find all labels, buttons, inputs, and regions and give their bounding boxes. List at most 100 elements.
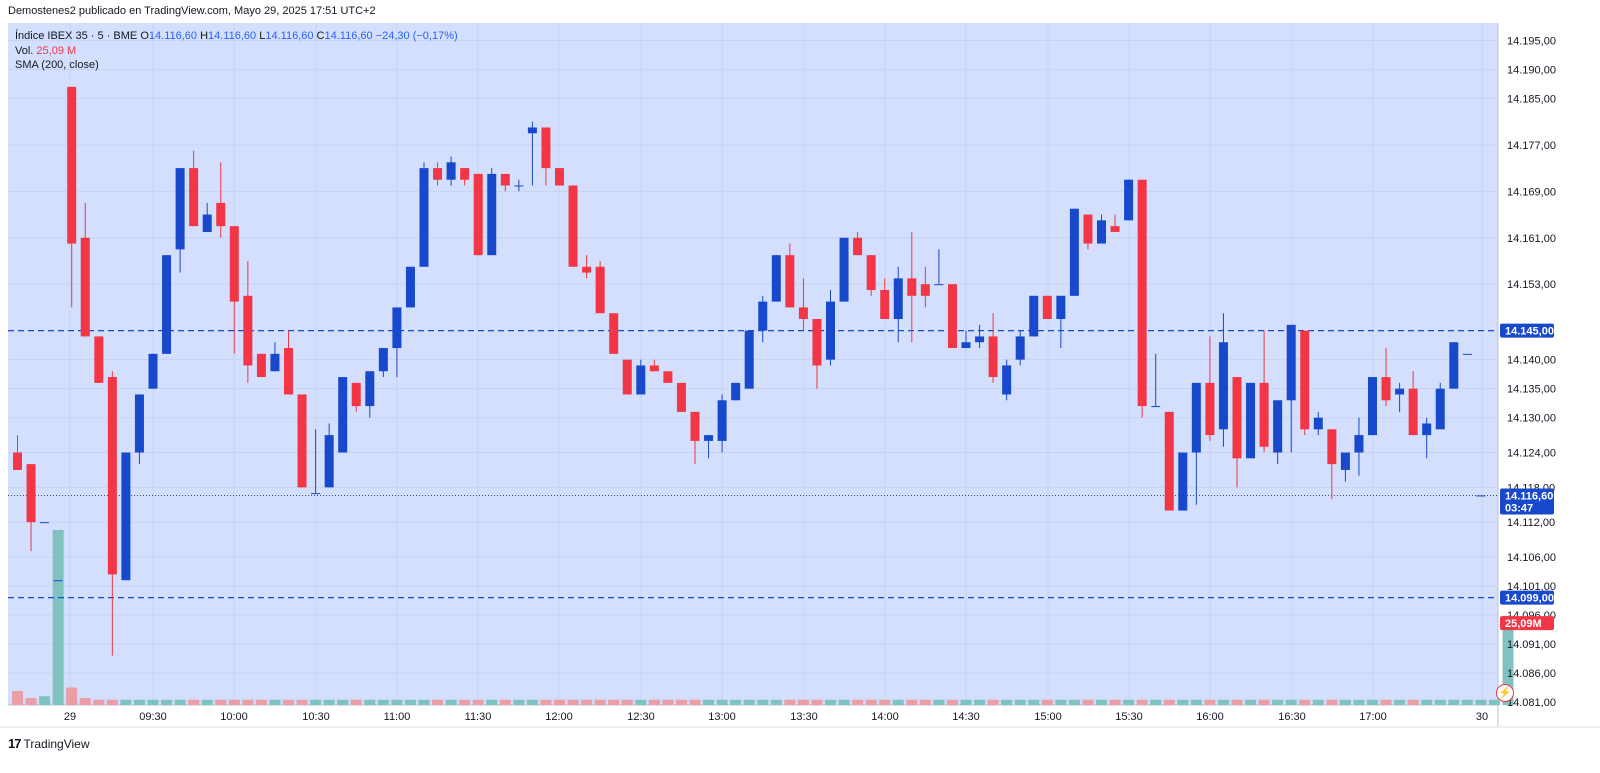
candle[interactable] — [826, 289, 835, 366]
candle[interactable] — [798, 278, 808, 331]
candle[interactable] — [663, 371, 673, 383]
candle[interactable] — [202, 202, 212, 232]
candle[interactable] — [595, 260, 605, 314]
candle[interactable] — [758, 295, 768, 343]
candle[interactable] — [1097, 214, 1106, 244]
candle[interactable] — [189, 150, 199, 227]
candle[interactable] — [229, 226, 239, 354]
candle[interactable] — [934, 249, 944, 286]
candle[interactable] — [812, 319, 822, 389]
candle[interactable] — [1205, 336, 1215, 441]
candle[interactable] — [1395, 382, 1405, 412]
candle[interactable] — [405, 266, 415, 308]
candle[interactable] — [514, 179, 524, 192]
candle[interactable] — [1083, 214, 1093, 250]
candle[interactable] — [975, 324, 985, 349]
candle[interactable] — [1462, 353, 1472, 355]
candle[interactable] — [433, 162, 443, 186]
candle[interactable] — [622, 359, 632, 395]
candle[interactable] — [961, 330, 971, 349]
candle[interactable] — [1286, 324, 1296, 453]
candle[interactable] — [324, 423, 334, 488]
legend-symbol[interactable]: Índice IBEX 35 · 5 · BME — [15, 30, 138, 42]
candle[interactable] — [13, 435, 22, 470]
candle[interactable] — [270, 342, 280, 372]
volume-badge[interactable]: 25,09M — [1500, 616, 1554, 631]
candle[interactable] — [1246, 382, 1256, 459]
candle[interactable] — [907, 231, 917, 343]
candle[interactable] — [53, 580, 63, 582]
candle[interactable] — [541, 127, 551, 186]
candle[interactable] — [487, 168, 497, 256]
candle[interactable] — [1340, 452, 1350, 482]
candle[interactable] — [256, 353, 266, 378]
level-price-badge[interactable]: 14.145,00 — [1500, 323, 1554, 338]
candle[interactable] — [1300, 330, 1310, 436]
candle[interactable] — [920, 266, 930, 308]
candle[interactable] — [392, 307, 402, 378]
candle[interactable] — [866, 255, 876, 296]
legend-sma-row[interactable]: SMA (200, close) — [15, 58, 458, 73]
candle[interactable] — [473, 173, 483, 256]
candle[interactable] — [893, 266, 903, 343]
candle[interactable] — [500, 173, 510, 192]
candle[interactable] — [947, 284, 957, 349]
candle[interactable] — [26, 464, 36, 552]
candle[interactable] — [1327, 429, 1337, 499]
candle[interactable] — [636, 359, 646, 395]
candle[interactable] — [134, 394, 144, 465]
candle[interactable] — [1056, 295, 1066, 349]
candle[interactable] — [1435, 382, 1445, 430]
candle[interactable] — [731, 382, 741, 401]
candle[interactable] — [1069, 208, 1079, 296]
candle[interactable] — [1422, 417, 1432, 459]
candle[interactable] — [609, 313, 619, 354]
candle[interactable] — [1368, 377, 1377, 436]
candle[interactable] — [1151, 353, 1161, 408]
candle[interactable] — [162, 255, 172, 354]
candle[interactable] — [771, 255, 781, 302]
candle[interactable] — [785, 243, 795, 308]
candle[interactable] — [527, 121, 537, 186]
candle[interactable] — [1232, 377, 1242, 488]
candle[interactable] — [568, 185, 578, 267]
candle[interactable] — [1218, 313, 1228, 447]
candle[interactable] — [1029, 295, 1039, 337]
candle[interactable] — [216, 162, 226, 238]
candle[interactable] — [1354, 417, 1364, 476]
candle[interactable] — [148, 353, 158, 389]
candle[interactable] — [649, 359, 659, 372]
candle[interactable] — [1381, 348, 1391, 407]
candle[interactable] — [40, 522, 50, 524]
candle[interactable] — [880, 278, 890, 320]
candle[interactable] — [446, 156, 456, 186]
candle[interactable] — [1178, 452, 1188, 511]
candle[interactable] — [1191, 382, 1201, 505]
candle[interactable] — [676, 382, 686, 412]
candle[interactable] — [121, 452, 131, 581]
level-price-badge[interactable]: 14.099,00 — [1500, 590, 1554, 605]
candle[interactable] — [1002, 359, 1012, 401]
candle[interactable] — [1042, 295, 1052, 320]
candle[interactable] — [460, 168, 470, 186]
candle[interactable] — [1313, 411, 1323, 436]
flash-icon[interactable]: ⚡ — [1496, 684, 1514, 702]
candle[interactable] — [419, 162, 429, 267]
candle[interactable] — [1408, 371, 1418, 436]
candle[interactable] — [1449, 342, 1459, 389]
candle[interactable] — [1137, 179, 1147, 418]
candle[interactable] — [94, 336, 104, 383]
candle[interactable] — [853, 231, 863, 256]
candle[interactable] — [175, 168, 185, 273]
candle[interactable] — [704, 435, 714, 459]
candle[interactable] — [1259, 330, 1269, 453]
candle[interactable] — [80, 202, 90, 337]
candle[interactable] — [365, 371, 375, 418]
candle[interactable] — [1015, 330, 1025, 366]
candle[interactable] — [555, 168, 564, 186]
candle[interactable] — [297, 394, 307, 488]
candle[interactable] — [690, 411, 700, 465]
candle[interactable] — [1110, 214, 1120, 232]
